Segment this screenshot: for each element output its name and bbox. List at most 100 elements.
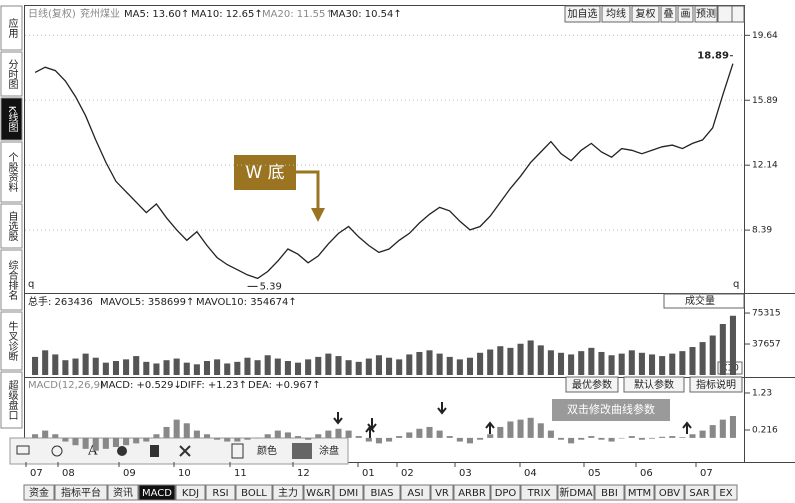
bottom-tab-label[interactable]: DPO	[495, 488, 517, 499]
bottom-tab-label[interactable]: ASI	[407, 488, 423, 499]
top-button-label[interactable]: 画	[681, 9, 691, 20]
bar	[32, 434, 39, 438]
tool-color[interactable]: 颜色	[257, 444, 277, 457]
side-tab[interactable]	[0, 141, 23, 203]
side-tab[interactable]	[0, 5, 23, 51]
side-tab-label[interactable]: 个股资料	[6, 152, 18, 193]
bottom-tab-label[interactable]: ARBR	[458, 488, 486, 499]
bottom-tab[interactable]	[363, 484, 401, 501]
bottom-tab-label[interactable]: DMI	[339, 488, 358, 499]
macd-button[interactable]	[623, 376, 685, 393]
y-tick-label: 37657	[752, 340, 781, 350]
bottom-tab-label[interactable]: 资金	[29, 486, 49, 499]
bottom-tab[interactable]	[138, 484, 176, 501]
bottom-tab[interactable]	[235, 484, 273, 501]
bottom-tab[interactable]	[107, 484, 139, 501]
bottom-tab[interactable]	[205, 484, 236, 501]
macd-button-label[interactable]: 默认参数	[634, 378, 674, 391]
bottom-tab[interactable]	[453, 484, 491, 501]
tool-mark[interactable]	[150, 445, 159, 457]
bar	[62, 360, 69, 375]
top-button-label[interactable]: 均线	[606, 7, 626, 20]
bottom-tab-label[interactable]: EX	[719, 488, 732, 499]
macd-button[interactable]	[565, 376, 619, 393]
nav-button[interactable]	[731, 5, 745, 23]
bottom-tab-label[interactable]: MACD	[142, 488, 172, 499]
top-button[interactable]	[564, 5, 601, 23]
tool-rect[interactable]	[16, 445, 30, 455]
bottom-tab[interactable]	[400, 484, 431, 501]
bottom-tab[interactable]	[54, 484, 108, 501]
bottom-tab-label[interactable]: BOLL	[241, 488, 267, 499]
bottom-tab-label[interactable]: MTM	[628, 488, 651, 499]
top-button-label[interactable]: 复权	[636, 7, 656, 20]
top-button-label[interactable]: 加自选	[568, 7, 598, 20]
bar	[527, 417, 534, 438]
tool-text[interactable]: A	[87, 444, 98, 459]
side-tab-label[interactable]: 综合排名	[6, 259, 18, 301]
macd-button[interactable]	[689, 376, 743, 393]
tool-ellipse[interactable]	[51, 445, 63, 457]
bottom-tab[interactable]	[490, 484, 521, 501]
bottom-tab[interactable]	[430, 484, 454, 501]
bottom-tab-label[interactable]: 指标平台	[61, 486, 101, 499]
bottom-tab-label[interactable]: KDJ	[182, 488, 199, 499]
indicator-select-label[interactable]: 成交量	[685, 294, 715, 307]
side-tab[interactable]	[0, 97, 23, 141]
bottom-tab[interactable]	[333, 484, 364, 501]
bottom-tab[interactable]	[272, 484, 304, 501]
nav-button[interactable]	[717, 5, 733, 23]
bar	[214, 437, 221, 440]
side-tab-label[interactable]: 自选股	[6, 210, 18, 242]
tool-delete[interactable]	[179, 445, 191, 457]
bottom-tab[interactable]	[23, 484, 55, 501]
bottom-tab-label[interactable]: RSI	[212, 488, 228, 499]
top-button[interactable]	[631, 5, 660, 23]
bottom-tab[interactable]	[594, 484, 625, 501]
bottom-tab[interactable]	[175, 484, 206, 501]
macd-button-label[interactable]: 指标说明	[696, 378, 736, 391]
tool-gear[interactable]	[117, 446, 127, 456]
side-tab-label[interactable]: K线图	[6, 106, 18, 133]
bottom-tab-label[interactable]: 资讯	[113, 487, 133, 499]
side-tab[interactable]	[0, 371, 23, 429]
top-button[interactable]	[601, 5, 631, 23]
bottom-tab[interactable]	[520, 484, 558, 501]
tool-page[interactable]	[231, 443, 244, 459]
side-tab[interactable]	[0, 203, 23, 249]
bottom-tab-label[interactable]: W&R	[306, 488, 331, 499]
top-button[interactable]	[677, 5, 694, 23]
bottom-tab-label[interactable]: BIAS	[371, 488, 394, 499]
bottom-tab-label[interactable]: 主力	[278, 486, 298, 499]
bottom-tab-label[interactable]: 新DMA	[559, 486, 592, 499]
macd-button-label[interactable]: 最优参数	[572, 378, 612, 391]
bottom-tab-label[interactable]: SAR	[689, 488, 709, 499]
top-button-label[interactable]: 叠	[664, 8, 674, 20]
side-tab-label[interactable]: 应用	[6, 17, 18, 39]
bottom-tab[interactable]	[624, 484, 655, 501]
bottom-tab[interactable]	[557, 484, 595, 501]
side-tab-label[interactable]: 分时图	[6, 59, 18, 90]
bottom-tab-label[interactable]: OBV	[659, 488, 680, 499]
y-tick-label: 15.89	[752, 96, 778, 106]
bottom-tab[interactable]	[714, 484, 738, 501]
bottom-tab[interactable]	[654, 484, 685, 501]
top-button-label[interactable]: 预测	[696, 7, 716, 20]
side-tab-label[interactable]: 超级盘口	[6, 379, 18, 420]
bottom-tab-label[interactable]: TRIX	[527, 488, 551, 499]
color-swatch[interactable]	[292, 443, 312, 459]
indicator-select[interactable]	[663, 293, 745, 309]
top-button[interactable]	[660, 5, 677, 23]
tool-clear[interactable]: 涂盘	[319, 444, 339, 457]
side-tab[interactable]	[0, 51, 23, 97]
bottom-tab-label[interactable]: VR	[435, 488, 449, 499]
bottom-tab-label[interactable]: BBI	[601, 488, 618, 499]
top-button[interactable]	[694, 5, 718, 23]
bottom-tab[interactable]	[684, 484, 715, 501]
bar	[628, 350, 635, 375]
bottom-tab[interactable]	[303, 484, 334, 501]
bar	[264, 355, 271, 375]
side-tab[interactable]	[0, 311, 23, 371]
side-tab[interactable]	[0, 249, 23, 311]
side-tab-label[interactable]: 牛叉诊断	[6, 320, 18, 362]
